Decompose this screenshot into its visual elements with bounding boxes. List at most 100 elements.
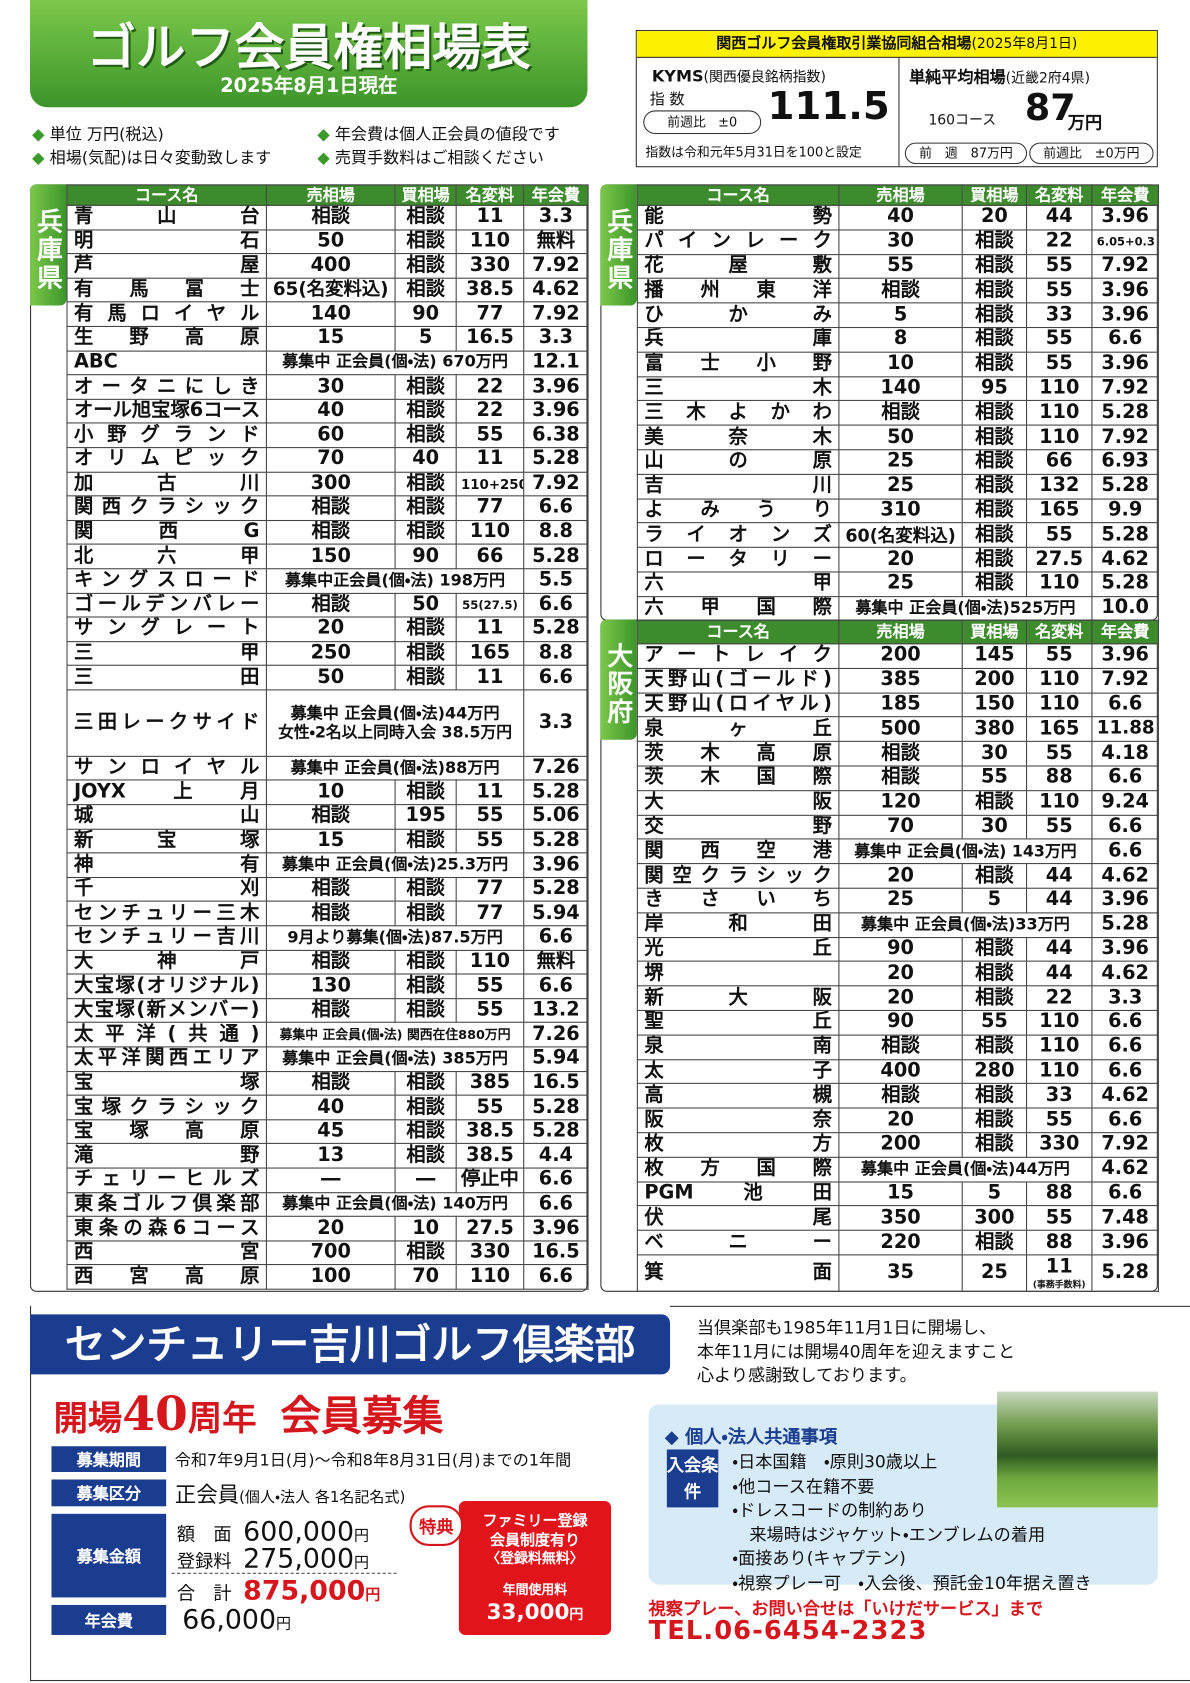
course-row: 光丘 90 相談 44 3.96 <box>636 936 1159 963</box>
course-row: 関西空港 募集中 正会員(個・法) 143万円 6.6 <box>636 838 1159 865</box>
course-row: 箕面 35 25 11 (事務手数料) 5.28 <box>636 1254 1159 1292</box>
kyms-value: 111.5 <box>767 84 890 129</box>
price-cell: 5.06 <box>523 804 589 830</box>
price-cell: 110 <box>1025 1009 1093 1036</box>
price-cell: 40 <box>394 447 457 473</box>
ad-frame-top <box>670 1305 1190 1307</box>
price-cell: 5.28 <box>1091 1254 1159 1292</box>
item-unit: 円 <box>354 1527 370 1545</box>
course-row: 山の原 25 相談 66 6.93 <box>636 449 1159 475</box>
conditions-list: ・日本国籍 ・原則30歳以上 ・他コース在籍不要 ・ドレスコードの制約あり 来場… <box>732 1451 1091 1596</box>
change-label: 前週比 <box>667 114 706 130</box>
price-cell: 70 <box>394 1264 457 1290</box>
course-name: 富士小野 <box>636 351 840 377</box>
price-cell: 相談 <box>838 1034 963 1060</box>
price-cell: 相談 <box>265 592 396 618</box>
price-cell: 3.96 <box>1091 1229 1159 1256</box>
price-cell: 25 <box>838 473 963 500</box>
course-row: 兵庫 8 相談 55 6.6 <box>636 326 1159 353</box>
price-cell: 相談 <box>394 997 457 1024</box>
price-cell: 4.4 <box>523 1143 589 1169</box>
course-name: 兵庫 <box>636 326 840 353</box>
course-row: 西宮高原 100 70 110 6.6 <box>66 1264 589 1290</box>
price-cell: 5.28 <box>523 1094 589 1121</box>
course-name: 新大阪 <box>636 985 840 1011</box>
price-cell: 募集中 正会員(個・法) 670万円 <box>265 350 525 376</box>
price-cell: 77 <box>455 901 525 927</box>
price-cell: 55 <box>838 253 963 280</box>
course-row: 新大阪 20 相談 22 3.3 <box>636 985 1159 1011</box>
column-header: 買相場 <box>961 619 1028 645</box>
kyms-sub: (関西優良銘柄指数) <box>703 69 826 86</box>
message-line: 心より感謝致しております。 <box>696 1364 917 1386</box>
course-name: 能勢 <box>636 204 840 231</box>
price-cell: 相談 <box>394 422 457 449</box>
course-name: 北六甲 <box>66 543 267 570</box>
price-cell: 55 <box>1025 643 1093 669</box>
price-cell: 50 <box>265 665 396 691</box>
course-row: 神有 募集中 正会員(個・法)25.3万円 3.96 <box>66 852 589 878</box>
title: ゴルフ会員権相場表 <box>86 18 531 77</box>
price-cell: 停止中 <box>455 1167 525 1193</box>
column-header: 名変料 <box>1025 184 1093 206</box>
price-cell: 77 <box>455 876 525 903</box>
price-cell: 相談 <box>265 949 396 975</box>
course-row: 泉ヶ丘 500 380 165 11.88 <box>636 716 1159 743</box>
price-cell: 9月より募集(個・法)87.5万円 <box>265 925 525 951</box>
amount-total: 合 計 875,000円 <box>177 1575 380 1606</box>
course-row: 天野山(ゴールド) 385 200 110 7.92 <box>636 667 1159 694</box>
price-cell: 募集中 正会員(個・法)525万円 <box>838 595 1093 622</box>
course-name: 西宮 <box>66 1240 267 1266</box>
price-cell: 相談 <box>961 473 1028 500</box>
price-cell: 相談 <box>394 1070 457 1096</box>
course-name: 小野グランド <box>66 422 267 449</box>
price-cell: 145 <box>961 643 1028 669</box>
price-cell: 6.05+0.3 <box>1091 229 1159 255</box>
course-row: 太子 400 280 110 6.6 <box>636 1058 1159 1085</box>
average-unit: 万円 <box>1067 112 1103 133</box>
price-cell: 110 <box>1025 692 1093 718</box>
price-cell: 7.92 <box>523 301 589 327</box>
price-cell: 70 <box>265 447 396 473</box>
price-cell: 22 <box>1025 229 1093 255</box>
price-cell: 110 <box>1025 424 1093 451</box>
price-cell: 6.6 <box>523 973 589 999</box>
price-cell: 相談 <box>961 1107 1028 1134</box>
price-cell: 3.96 <box>1091 643 1159 669</box>
price-cell: 44 <box>1025 204 1093 231</box>
course-name: JOYX上月 <box>66 779 267 806</box>
price-cell: 6.6 <box>523 1264 589 1290</box>
benefit-line: ファミリー登録 <box>482 1512 588 1530</box>
course-name: 加古川 <box>66 471 267 497</box>
benefit-fee: 33,000円 <box>459 1599 611 1625</box>
price-cell: 相談 <box>838 1083 963 1109</box>
price-cell: 相談 <box>961 400 1028 426</box>
price-cell: 165 <box>455 640 525 667</box>
price-cell: 相談 <box>838 400 963 426</box>
course-name: 千刈 <box>66 876 267 903</box>
price-cell: 相談 <box>394 229 457 255</box>
contact-text: 視察プレー、お問い合せは「いけだサービス」まで <box>648 1598 1043 1619</box>
price-cell: 22 <box>1025 985 1093 1011</box>
price-cell: 相談 <box>394 640 457 667</box>
price-cell: 8 <box>838 326 963 353</box>
price-cell: 330 <box>455 1240 525 1266</box>
price-cell: 5.28 <box>1091 473 1159 500</box>
course-row: 三木 140 95 110 7.92 <box>636 375 1159 402</box>
course-row: サングレート 20 相談 11 5.28 <box>66 616 589 642</box>
cell-line: 募集中 正会員(個・法)44万円 <box>290 703 500 723</box>
course-name: 六甲国際 <box>636 595 840 622</box>
course-row: 伏尾 350 300 55 7.48 <box>636 1205 1159 1231</box>
column-header: 年会費 <box>1091 184 1159 206</box>
price-cell: 相談 <box>394 277 457 303</box>
header-row: コース名 売相場 買相場 名変料 年会費 <box>66 184 589 206</box>
course-row: 高槻 相談 相談 33 4.62 <box>636 1083 1159 1109</box>
price-cell: 募集中 正会員(個・法)88万円 <box>265 755 525 781</box>
contact-tel: TEL.06-6454-2323 <box>648 1615 928 1646</box>
course-row: サンロイヤル 募集中 正会員(個・法)88万円 7.26 <box>66 755 589 781</box>
price-cell: 7.92 <box>1091 424 1159 451</box>
course-name: 花屋敷 <box>636 253 840 280</box>
price-cell: 相談 <box>961 326 1028 353</box>
price-cell: 30 <box>961 741 1028 767</box>
price-cell: 90 <box>838 1009 963 1036</box>
